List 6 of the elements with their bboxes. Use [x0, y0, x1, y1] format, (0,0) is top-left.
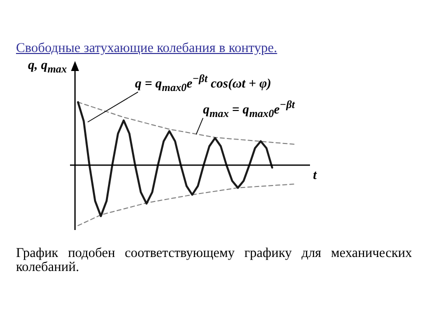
text: График подобен соответствующему графику для механических колебаний.: [16, 245, 412, 274]
y-axis-title: q, q$_{max}$: [28, 57, 67, 76]
text: q = q$_{max0}$e$^{−βt}$ cos(ωt + φ): [135, 73, 272, 94]
annotation: q$_{max}$ = q$_{max0}$e$^{−βt}$: [203, 99, 295, 120]
x-axis-title: t: [313, 167, 317, 184]
chart-title: Свободные затухающие колебания в контуре.: [16, 40, 278, 56]
